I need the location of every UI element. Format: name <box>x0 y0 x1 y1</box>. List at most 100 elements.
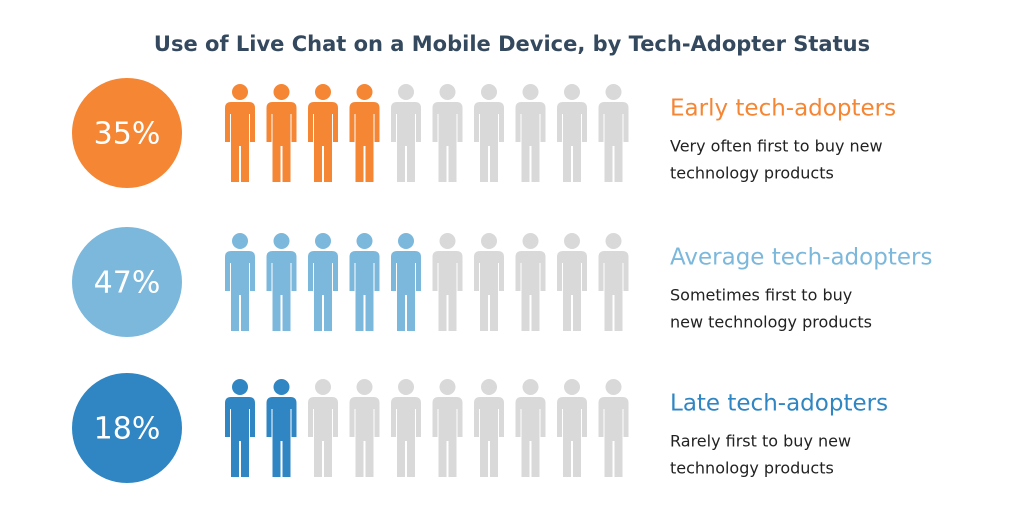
empty-icon <box>598 379 629 477</box>
filled-icon <box>349 84 380 182</box>
icon-body <box>432 397 463 477</box>
icon-head <box>232 233 248 249</box>
icon-head <box>356 84 373 100</box>
icon-head <box>232 84 248 100</box>
empty-icon <box>391 84 421 182</box>
empty-icon <box>474 379 504 477</box>
icon-body <box>266 102 297 182</box>
icon-head <box>481 233 497 249</box>
description: Very often first to buy new <box>670 137 883 156</box>
icon-body <box>266 397 297 477</box>
icon-head <box>315 84 331 100</box>
icon-body <box>225 397 255 477</box>
icon-head <box>605 84 622 100</box>
empty-icon <box>391 379 421 477</box>
icon-body <box>349 102 380 182</box>
description: technology products <box>670 164 834 183</box>
icon-body <box>598 397 629 477</box>
icon-head <box>439 84 456 100</box>
icon-head <box>315 379 331 395</box>
icon-body <box>598 251 629 331</box>
icon-head <box>481 379 497 395</box>
value-circle <box>72 373 182 483</box>
filled-icon <box>266 84 297 182</box>
icon-body <box>557 397 587 477</box>
empty-icon <box>432 379 463 477</box>
icon-head <box>439 233 456 249</box>
description: technology products <box>670 459 834 478</box>
empty-icon <box>557 233 587 331</box>
value-label: 47% <box>94 266 161 301</box>
filled-icon <box>225 84 255 182</box>
empty-icon <box>349 379 380 477</box>
empty-icon <box>308 379 338 477</box>
icon-body <box>557 102 587 182</box>
icon-head <box>356 379 373 395</box>
icon-body <box>391 251 421 331</box>
icon-body <box>308 397 338 477</box>
description: Rarely first to buy new <box>670 432 851 451</box>
filled-icon <box>391 233 421 331</box>
category-label: Average tech-adopters <box>670 245 932 271</box>
icon-head <box>522 233 539 249</box>
empty-icon <box>432 233 463 331</box>
empty-icon <box>557 84 587 182</box>
icon-body <box>598 102 629 182</box>
icon-body <box>266 251 297 331</box>
icon-body <box>515 251 546 331</box>
empty-icon <box>598 233 629 331</box>
category-label: Early tech-adopters <box>670 96 896 122</box>
icon-head <box>398 233 414 249</box>
chart-title: Use of Live Chat on a Mobile Device, by … <box>154 32 870 56</box>
value-circle <box>72 227 182 337</box>
icon-head <box>232 379 248 395</box>
icon-head <box>522 84 539 100</box>
icon-head <box>398 84 414 100</box>
empty-icon <box>474 84 504 182</box>
empty-icon <box>557 379 587 477</box>
icon-body <box>515 397 546 477</box>
icon-head <box>605 233 622 249</box>
icon-body <box>432 102 463 182</box>
empty-icon <box>432 84 463 182</box>
value-label: 18% <box>94 412 161 447</box>
icon-head <box>273 379 290 395</box>
icon-body <box>349 251 380 331</box>
category-label: Late tech-adopters <box>670 391 888 417</box>
filled-icon <box>349 233 380 331</box>
empty-icon <box>474 233 504 331</box>
filled-icon <box>266 379 297 477</box>
icon-head <box>356 233 373 249</box>
icon-body <box>474 251 504 331</box>
icon-body <box>474 397 504 477</box>
icon-head <box>398 379 414 395</box>
icon-head <box>564 84 580 100</box>
empty-icon <box>515 84 546 182</box>
empty-icon <box>598 84 629 182</box>
icon-body <box>515 102 546 182</box>
icon-body <box>225 251 255 331</box>
icon-head <box>439 379 456 395</box>
icon-head <box>273 84 290 100</box>
filled-icon <box>225 233 255 331</box>
value-label: 35% <box>94 117 161 152</box>
icon-body <box>557 251 587 331</box>
empty-icon <box>515 379 546 477</box>
icon-head <box>605 379 622 395</box>
value-circle <box>72 78 182 188</box>
icon-body <box>432 251 463 331</box>
empty-icon <box>515 233 546 331</box>
icon-body <box>391 102 421 182</box>
icon-body <box>474 102 504 182</box>
filled-icon <box>266 233 297 331</box>
icon-body <box>308 102 338 182</box>
icon-head <box>273 233 290 249</box>
description: new technology products <box>670 313 872 332</box>
filled-icon <box>308 84 338 182</box>
icon-head <box>315 233 331 249</box>
icon-head <box>481 84 497 100</box>
icon-body <box>308 251 338 331</box>
icon-body <box>349 397 380 477</box>
icon-head <box>564 233 580 249</box>
